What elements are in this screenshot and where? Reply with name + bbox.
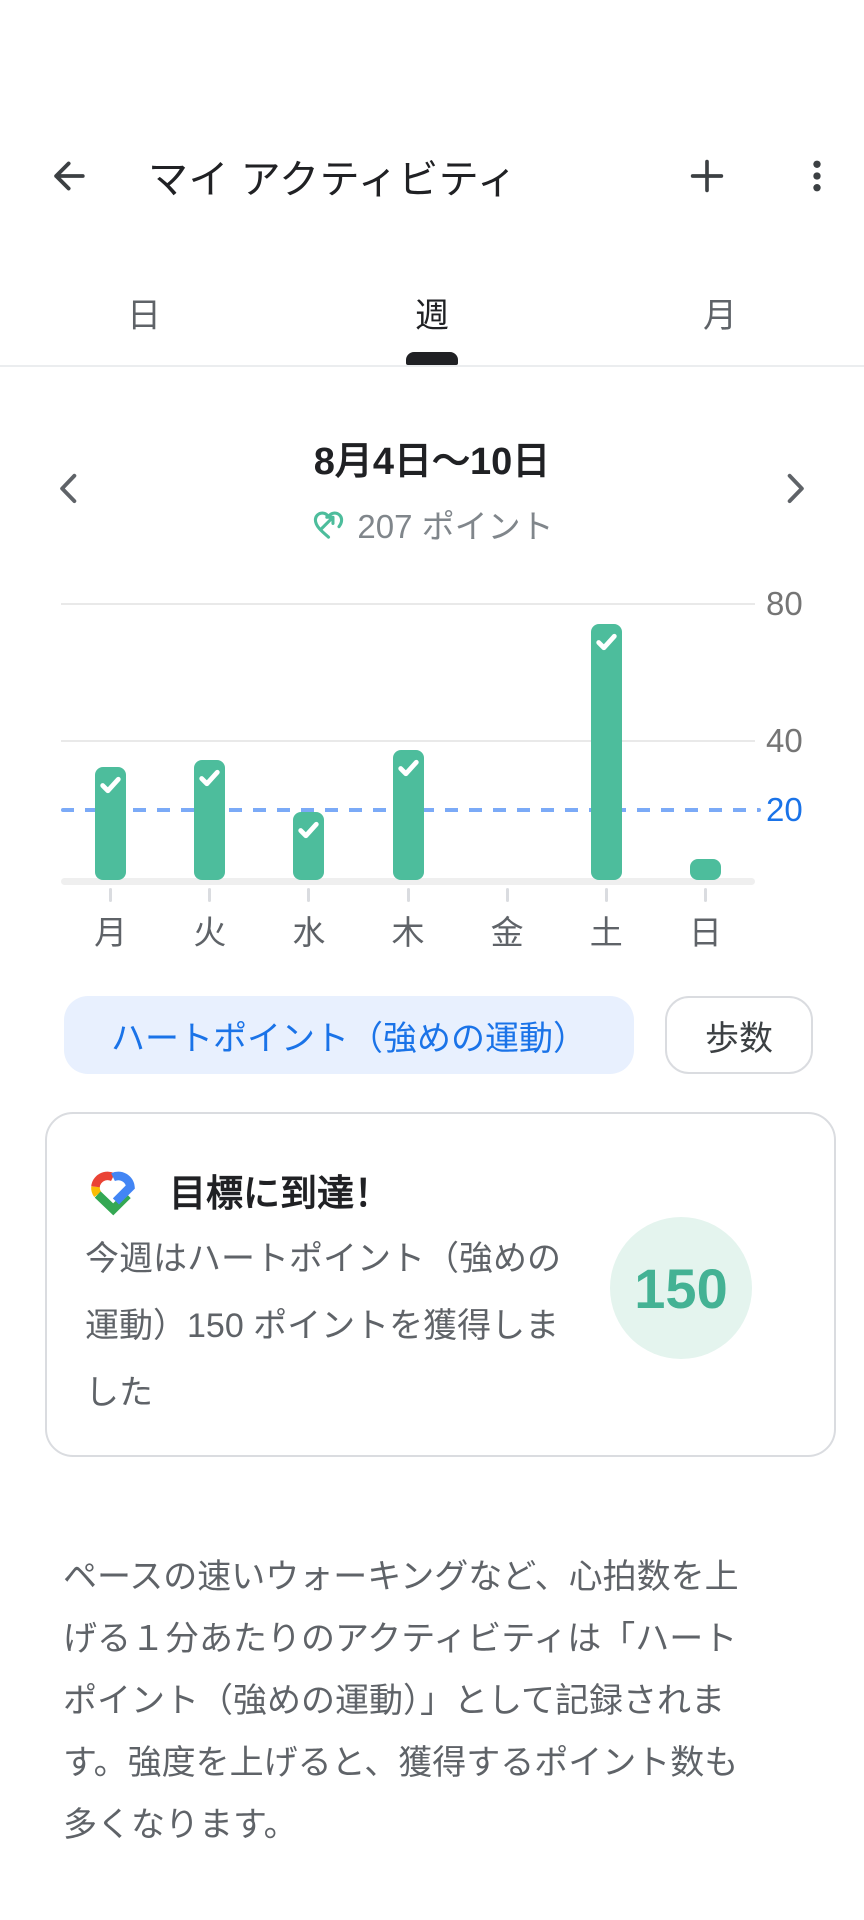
chip-steps[interactable]: 歩数	[665, 996, 813, 1074]
chart-y-axis-label: 40	[766, 722, 803, 760]
page-title: マイ アクティビティ	[148, 158, 518, 202]
week-navigator: 8月4日〜10日 207 ポイント	[0, 420, 864, 560]
google-fit-heart-icon	[91, 1171, 135, 1216]
tab-week[interactable]: 週	[415, 297, 449, 335]
chart-axis-tick	[109, 888, 113, 902]
chart-axis-tick	[307, 888, 311, 902]
app-header: マイ アクティビティ	[46, 144, 840, 208]
chevron-right-icon	[787, 473, 804, 504]
plus-icon	[690, 159, 724, 193]
chart-day-label: 月	[94, 914, 128, 951]
chart-axis-tick	[604, 888, 608, 902]
heart-points-description: ペースの速いウォーキングなど、心拍数を上げる１分あたりのアクティビティは「ハート…	[63, 1558, 739, 1844]
chart-bar[interactable]	[590, 623, 622, 880]
kebab-menu-icon	[813, 160, 821, 192]
chevron-left-icon	[60, 473, 77, 504]
chip-heart-points[interactable]: ハートポイント（強めの運動）	[64, 996, 634, 1074]
overflow-menu-button[interactable]	[794, 153, 840, 199]
check-icon	[100, 777, 121, 794]
chart-bar[interactable]	[392, 750, 424, 880]
chart-gridline	[61, 603, 755, 606]
add-activity-button[interactable]	[684, 153, 730, 199]
chart-gridline	[61, 740, 755, 743]
goal-reached-card[interactable]: 目標に到達！ 今週はハートポイント（強めの運動）150 ポイントを獲得しました …	[45, 1112, 836, 1457]
chart-day-label: 木	[391, 914, 425, 951]
week-range-label: 8月4日〜10日	[313, 441, 551, 483]
goal-card-title: 目標に到達！	[169, 1173, 391, 1214]
chart-bar[interactable]	[293, 811, 325, 880]
period-tabbar: 日 週 月	[0, 230, 864, 367]
goal-points-badge: 150	[610, 1217, 752, 1359]
week-points-value: 207 ポイント	[357, 508, 554, 545]
chart-y-axis-label: 80	[766, 585, 803, 623]
chart-day-label: 火	[193, 914, 227, 951]
chart-axis-tick	[208, 888, 212, 902]
week-points-summary: 207 ポイント	[0, 500, 864, 548]
check-icon	[298, 821, 320, 838]
tab-month[interactable]: 月	[703, 297, 737, 335]
goal-card-body: 今週はハートポイント（強めの運動）150 ポイントを獲得しました	[85, 1240, 561, 1412]
back-button[interactable]	[46, 153, 92, 199]
metric-filter-chips: ハートポイント（強めの運動） 歩数	[64, 996, 813, 1074]
chart-axis-tick	[406, 888, 410, 902]
chart-baseline	[61, 878, 755, 885]
active-tab-indicator	[406, 352, 458, 365]
chart-bar[interactable]	[194, 760, 226, 880]
heart-points-icon	[314, 511, 344, 539]
chart-axis-tick	[703, 888, 707, 902]
chart-bar[interactable]	[689, 859, 721, 880]
chart-y-axis-label: 20	[766, 790, 803, 828]
goal-card-header: 目標に到達！	[85, 1162, 391, 1218]
weekly-bar-chart: 80 40 20 月 火 水 木 金 土 日	[0, 560, 864, 960]
check-icon	[596, 633, 617, 650]
check-icon	[199, 770, 220, 787]
chart-day-label: 金	[490, 914, 524, 951]
chart-bar[interactable]	[95, 767, 127, 880]
tab-day[interactable]: 日	[127, 297, 161, 335]
chart-day-label: 土	[589, 914, 623, 951]
chart-day-label: 日	[688, 914, 722, 951]
chart-day-label: 水	[292, 914, 326, 951]
chart-axis-tick	[505, 888, 509, 902]
check-icon	[397, 759, 419, 777]
previous-week-button[interactable]	[48, 466, 92, 510]
arrow-back-icon	[54, 161, 85, 191]
next-week-button[interactable]	[772, 466, 816, 510]
